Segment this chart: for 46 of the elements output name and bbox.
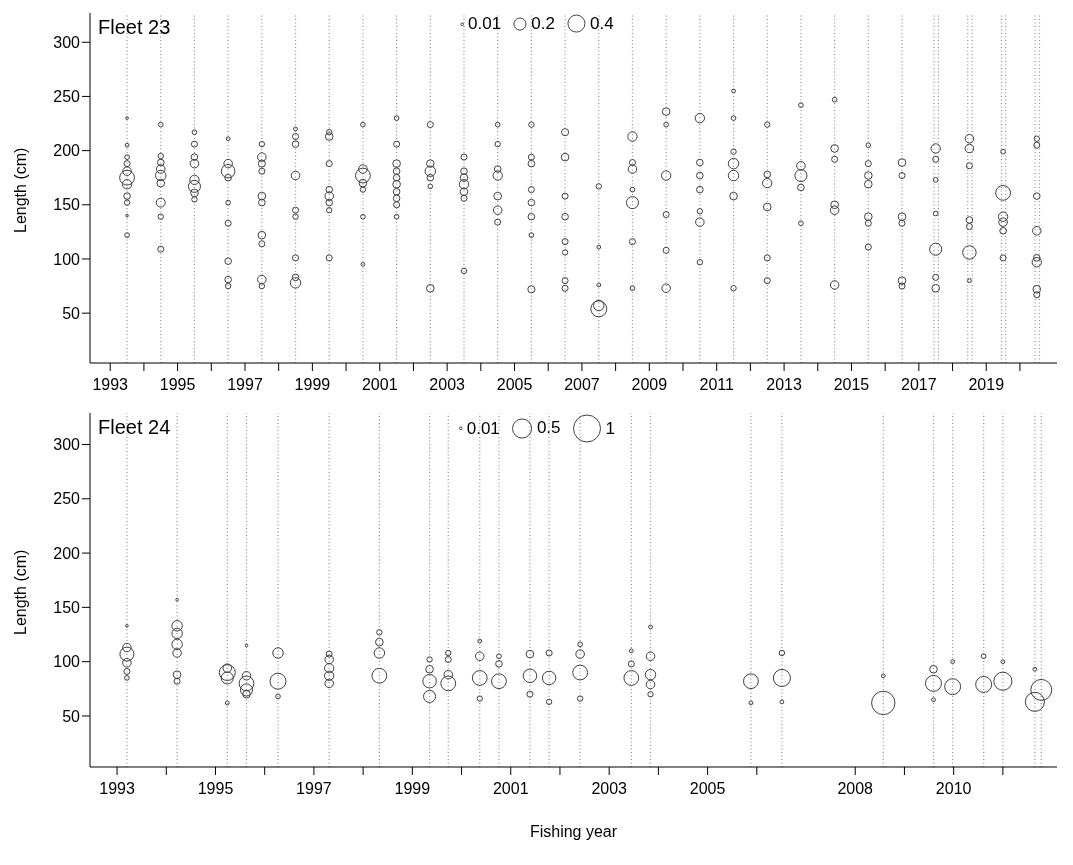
x-tick-label: 1993 bbox=[92, 376, 129, 394]
x-tick-label: 2010 bbox=[935, 780, 972, 798]
y-tick-label: 100 bbox=[53, 250, 81, 268]
x-tick-label: 1997 bbox=[227, 376, 263, 394]
y-tick-label: 300 bbox=[53, 436, 81, 454]
x-tick-label: 2003 bbox=[591, 780, 628, 798]
y-tick-label: 150 bbox=[53, 196, 81, 214]
x-tick-label: 1999 bbox=[394, 780, 431, 798]
x-tick-label: 2005 bbox=[689, 780, 726, 798]
y-tick-label: 100 bbox=[53, 653, 81, 671]
chart-title: Fleet 24 bbox=[98, 416, 171, 439]
x-tick-label: 2001 bbox=[492, 780, 529, 798]
x-tick-label: 1997 bbox=[296, 780, 332, 798]
x-tick-label: 1995 bbox=[197, 780, 234, 798]
x-tick-label: 2008 bbox=[837, 780, 874, 798]
x-tick-label: 2001 bbox=[361, 376, 398, 394]
y-tick-label: 200 bbox=[53, 544, 81, 562]
x-tick-label: 2005 bbox=[496, 376, 533, 394]
y-axis-title: Length (cm) bbox=[11, 147, 29, 233]
y-tick-label: 250 bbox=[53, 490, 81, 508]
x-tick-label: 2011 bbox=[699, 376, 734, 394]
legend-label: 0.01 bbox=[468, 14, 502, 34]
y-tick-label: 50 bbox=[62, 707, 81, 725]
y-axis-title: Length (cm) bbox=[11, 549, 29, 635]
y-tick-label: 250 bbox=[53, 88, 81, 106]
x-tick-label: 1995 bbox=[159, 376, 196, 394]
legend-label: 0.5 bbox=[536, 418, 561, 439]
x-tick-label: 2013 bbox=[766, 376, 802, 394]
y-tick-label: 50 bbox=[62, 304, 81, 322]
x-tick-label: 2003 bbox=[429, 376, 466, 394]
legend-label: 0.01 bbox=[466, 418, 500, 439]
x-tick-label: 2019 bbox=[968, 376, 1005, 394]
legend-label: 0.2 bbox=[531, 14, 555, 34]
y-tick-label: 300 bbox=[53, 33, 81, 51]
x-axis-title: Fishing year bbox=[529, 823, 618, 840]
x-tick-label: 2007 bbox=[564, 376, 600, 394]
x-tick-label: 2017 bbox=[901, 376, 937, 394]
legend-label: 0.4 bbox=[589, 14, 614, 34]
x-tick-label: 2009 bbox=[631, 376, 668, 394]
x-tick-label: 2015 bbox=[833, 376, 870, 394]
x-tick-label: 1993 bbox=[99, 780, 135, 798]
chart-title: Fleet 23 bbox=[98, 16, 171, 39]
x-tick-label: 1999 bbox=[294, 376, 331, 394]
y-tick-label: 150 bbox=[53, 599, 81, 617]
y-tick-label: 200 bbox=[53, 142, 81, 160]
legend-label: 1 bbox=[605, 418, 615, 439]
